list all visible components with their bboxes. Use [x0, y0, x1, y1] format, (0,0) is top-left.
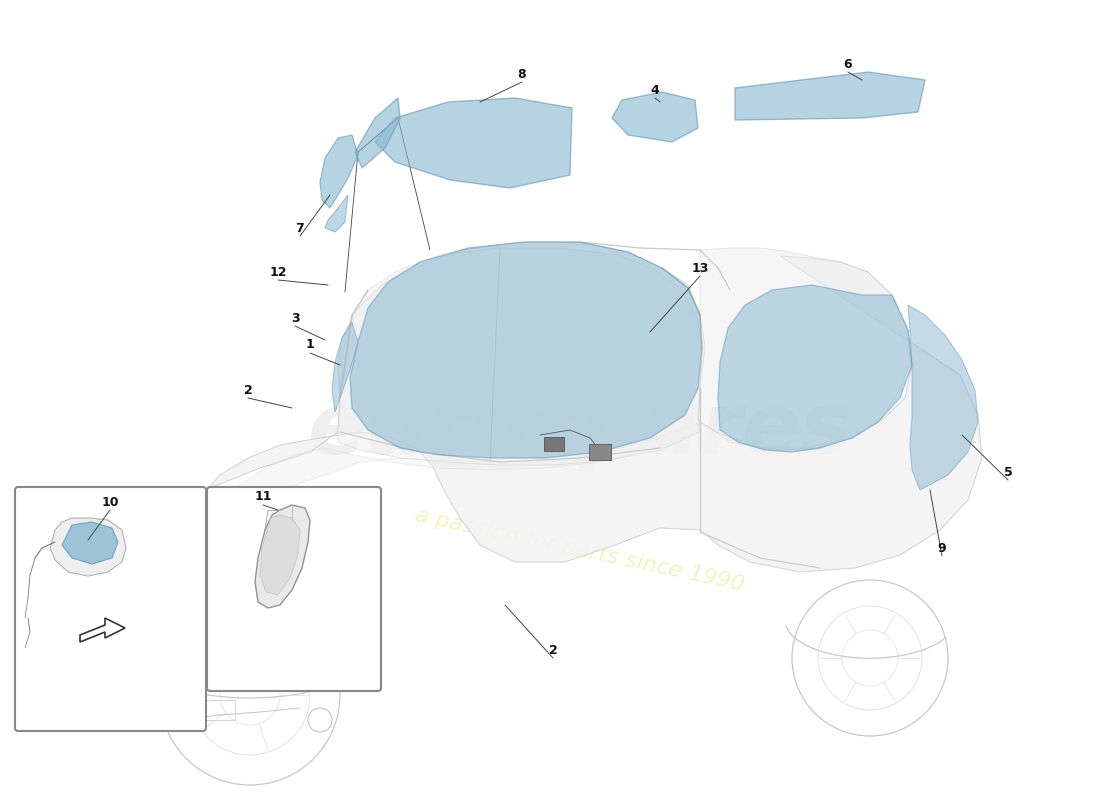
Polygon shape [735, 72, 925, 120]
Polygon shape [700, 248, 910, 450]
Text: 10: 10 [101, 495, 119, 509]
Polygon shape [50, 518, 127, 576]
Text: 5: 5 [1003, 466, 1012, 478]
Text: 12: 12 [270, 266, 287, 278]
Text: 3: 3 [290, 311, 299, 325]
Text: 4: 4 [650, 83, 659, 97]
Polygon shape [332, 322, 358, 412]
Text: 7: 7 [296, 222, 305, 234]
Polygon shape [260, 515, 300, 595]
Text: a passion for parts since 1990: a passion for parts since 1990 [414, 506, 747, 594]
Polygon shape [350, 242, 702, 458]
Polygon shape [355, 98, 400, 168]
Text: 6: 6 [844, 58, 852, 70]
Polygon shape [155, 422, 700, 720]
Text: 8: 8 [518, 67, 526, 81]
Text: eurospares: eurospares [308, 389, 852, 471]
Polygon shape [320, 135, 358, 208]
FancyBboxPatch shape [207, 487, 381, 691]
FancyBboxPatch shape [588, 444, 610, 460]
Polygon shape [80, 618, 125, 642]
Text: 9: 9 [937, 542, 946, 554]
Polygon shape [324, 195, 348, 232]
Text: 13: 13 [691, 262, 708, 274]
Text: 2: 2 [549, 643, 558, 657]
Polygon shape [612, 92, 698, 142]
Text: 11: 11 [254, 490, 272, 503]
Polygon shape [375, 98, 572, 188]
Polygon shape [62, 522, 118, 564]
Polygon shape [718, 285, 912, 452]
Text: 2: 2 [243, 383, 252, 397]
Polygon shape [338, 248, 702, 465]
FancyBboxPatch shape [15, 487, 206, 731]
Text: 1: 1 [306, 338, 315, 351]
Polygon shape [255, 505, 310, 608]
FancyBboxPatch shape [544, 437, 564, 451]
Polygon shape [908, 305, 978, 490]
Polygon shape [135, 242, 982, 720]
